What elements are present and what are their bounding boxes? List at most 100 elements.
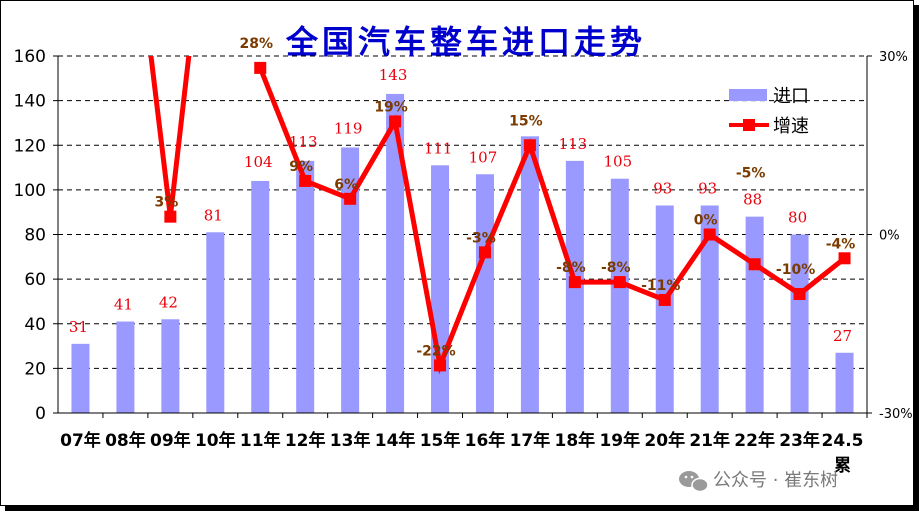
growth-value-label: -5% xyxy=(736,165,766,181)
watermark-text: 公众号 · 崔东树 xyxy=(713,470,838,491)
growth-marker xyxy=(254,61,267,74)
bar-series xyxy=(71,93,854,414)
y-right-tick-label: -30% xyxy=(879,407,913,422)
growth-value-label: 28% xyxy=(239,36,273,52)
growth-marker xyxy=(434,359,447,372)
watermark: 公众号 · 崔东树 xyxy=(679,470,838,493)
legend: 进口 增速 xyxy=(729,86,809,137)
x-tick-label: 16年 xyxy=(465,430,506,451)
growth-marker xyxy=(658,293,671,306)
y-right-tick-label: 0% xyxy=(879,229,900,244)
bar xyxy=(431,165,450,413)
y-left-tick-label: 160 xyxy=(14,47,46,67)
x-tick-label: 20年 xyxy=(644,430,685,451)
growth-marker xyxy=(613,276,626,289)
growth-value-label: -3% xyxy=(466,230,496,246)
growth-marker xyxy=(838,252,851,265)
wechat-icon xyxy=(679,471,709,493)
x-tick-label: 24.5 xyxy=(822,431,864,451)
bar-value-label: 113 xyxy=(559,135,588,153)
y-left-tick-label: 120 xyxy=(14,136,46,156)
bar xyxy=(341,147,360,413)
growth-value-label: -8% xyxy=(556,260,586,276)
legend-label-import: 进口 xyxy=(773,86,809,107)
x-tick-label: 13年 xyxy=(330,430,371,451)
growth-value-label: 0% xyxy=(694,213,718,229)
bar xyxy=(71,343,90,413)
x-tick-label: 07年 xyxy=(60,430,101,451)
bar-value-label: 93 xyxy=(653,179,672,197)
chart-title: 全国汽车整车进口走势 xyxy=(285,23,646,61)
bar xyxy=(251,180,270,413)
growth-marker xyxy=(389,115,402,128)
x-tick-label: 08年 xyxy=(105,430,146,451)
growth-value-label: 3% xyxy=(154,195,178,211)
legend-label-growth: 增速 xyxy=(773,116,809,137)
y-left-tick-label: 100 xyxy=(14,181,46,201)
y-left-tick-label: 20 xyxy=(24,359,46,379)
growth-marker xyxy=(568,276,581,289)
bar xyxy=(745,216,764,413)
growth-value-label: -10% xyxy=(776,262,815,278)
bar xyxy=(161,319,180,413)
x-tick-label: 23年 xyxy=(779,430,820,451)
bar-value-label: 104 xyxy=(244,153,273,171)
bar-value-label: 81 xyxy=(204,206,223,224)
bar-value-label: 27 xyxy=(833,327,852,345)
chart-frame: 0 20 40 60 80 100 120 140 160 -30% 0% 30% 07年 08年 09年 1… xyxy=(0,0,914,506)
x-tick-label: 10年 xyxy=(195,430,236,451)
bar xyxy=(790,234,809,413)
bar-value-label: 113 xyxy=(289,133,318,151)
growth-value-label: -8% xyxy=(601,260,631,276)
growth-value-label: -4% xyxy=(826,236,856,252)
bar xyxy=(520,136,539,413)
x-tick-label: 18年 xyxy=(555,430,596,451)
y-left-tick-label: 60 xyxy=(24,270,46,290)
bar-value-label: 80 xyxy=(788,209,807,227)
growth-marker xyxy=(344,192,357,205)
growth-value-label: 15% xyxy=(509,113,543,129)
x-tick-label: 11年 xyxy=(240,430,281,451)
x-tick-label: 09年 xyxy=(150,430,191,451)
growth-value-label: 6% xyxy=(334,177,358,193)
growth-value-label: -11% xyxy=(641,278,680,294)
growth-marker xyxy=(164,210,177,223)
bar xyxy=(296,160,315,413)
bar-value-label: 42 xyxy=(159,293,178,311)
bar xyxy=(610,178,629,413)
growth-marker xyxy=(793,288,806,300)
x-tick-label: 22年 xyxy=(734,430,775,451)
bar-value-label: 105 xyxy=(603,153,632,171)
growth-value-label: 19% xyxy=(374,99,408,115)
bar-value-label: 111 xyxy=(424,139,453,157)
bar-value-label: 107 xyxy=(469,148,498,166)
growth-marker xyxy=(299,174,312,187)
growth-line-spike xyxy=(148,56,192,217)
y-left-tick-label: 140 xyxy=(14,92,46,112)
bar xyxy=(835,352,854,413)
x-tick-label: 19年 xyxy=(599,430,640,451)
bar xyxy=(475,174,494,413)
bar xyxy=(700,205,719,413)
x-tick-label: 17年 xyxy=(510,430,551,451)
x-tick-label-suffix: 累 xyxy=(834,456,851,476)
bar-value-label: 119 xyxy=(334,119,363,137)
y-left-tick-label: 0 xyxy=(35,404,46,424)
bar xyxy=(206,232,225,413)
growth-marker xyxy=(748,258,761,271)
y-left-tick-label: 80 xyxy=(24,226,46,246)
growth-line xyxy=(257,66,847,375)
bar-value-label: 41 xyxy=(114,296,133,314)
growth-marker xyxy=(478,246,491,259)
growth-line-series xyxy=(148,56,851,375)
bar-value-label: 88 xyxy=(743,191,762,209)
x-tick-label: 21年 xyxy=(689,430,730,451)
growth-marker xyxy=(703,228,716,241)
data-labels: 31 41 42 81 104 113 119 143 111 107 113 105 93 93 88 80… xyxy=(69,36,856,359)
bar-value-label: 143 xyxy=(379,66,408,84)
growth-value-label: 9% xyxy=(289,159,313,175)
bar-value-label: 93 xyxy=(698,179,717,197)
bar xyxy=(116,321,135,413)
